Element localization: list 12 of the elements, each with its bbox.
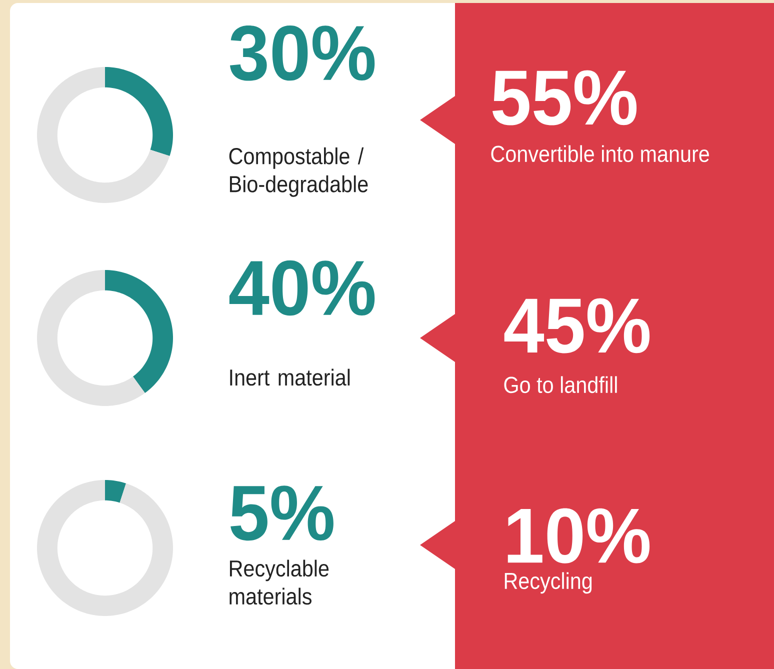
text: Compostable / Bio-degradable bbox=[229, 147, 368, 197]
text: 55% bbox=[492, 70, 637, 126]
text: 45% bbox=[504, 298, 650, 354]
text: 10% bbox=[508, 508, 650, 564]
chart-title: 40% bbox=[229, 260, 375, 316]
text: Convertible into manure bbox=[491, 145, 709, 162]
text: Recycling bbox=[504, 572, 592, 594]
chart-title: 30% bbox=[230, 25, 375, 81]
text: Recyclable materials bbox=[230, 560, 329, 605]
text: Go to landfill bbox=[504, 376, 617, 394]
text: Inert material bbox=[230, 368, 350, 386]
chart-title: 5% bbox=[230, 486, 334, 541]
